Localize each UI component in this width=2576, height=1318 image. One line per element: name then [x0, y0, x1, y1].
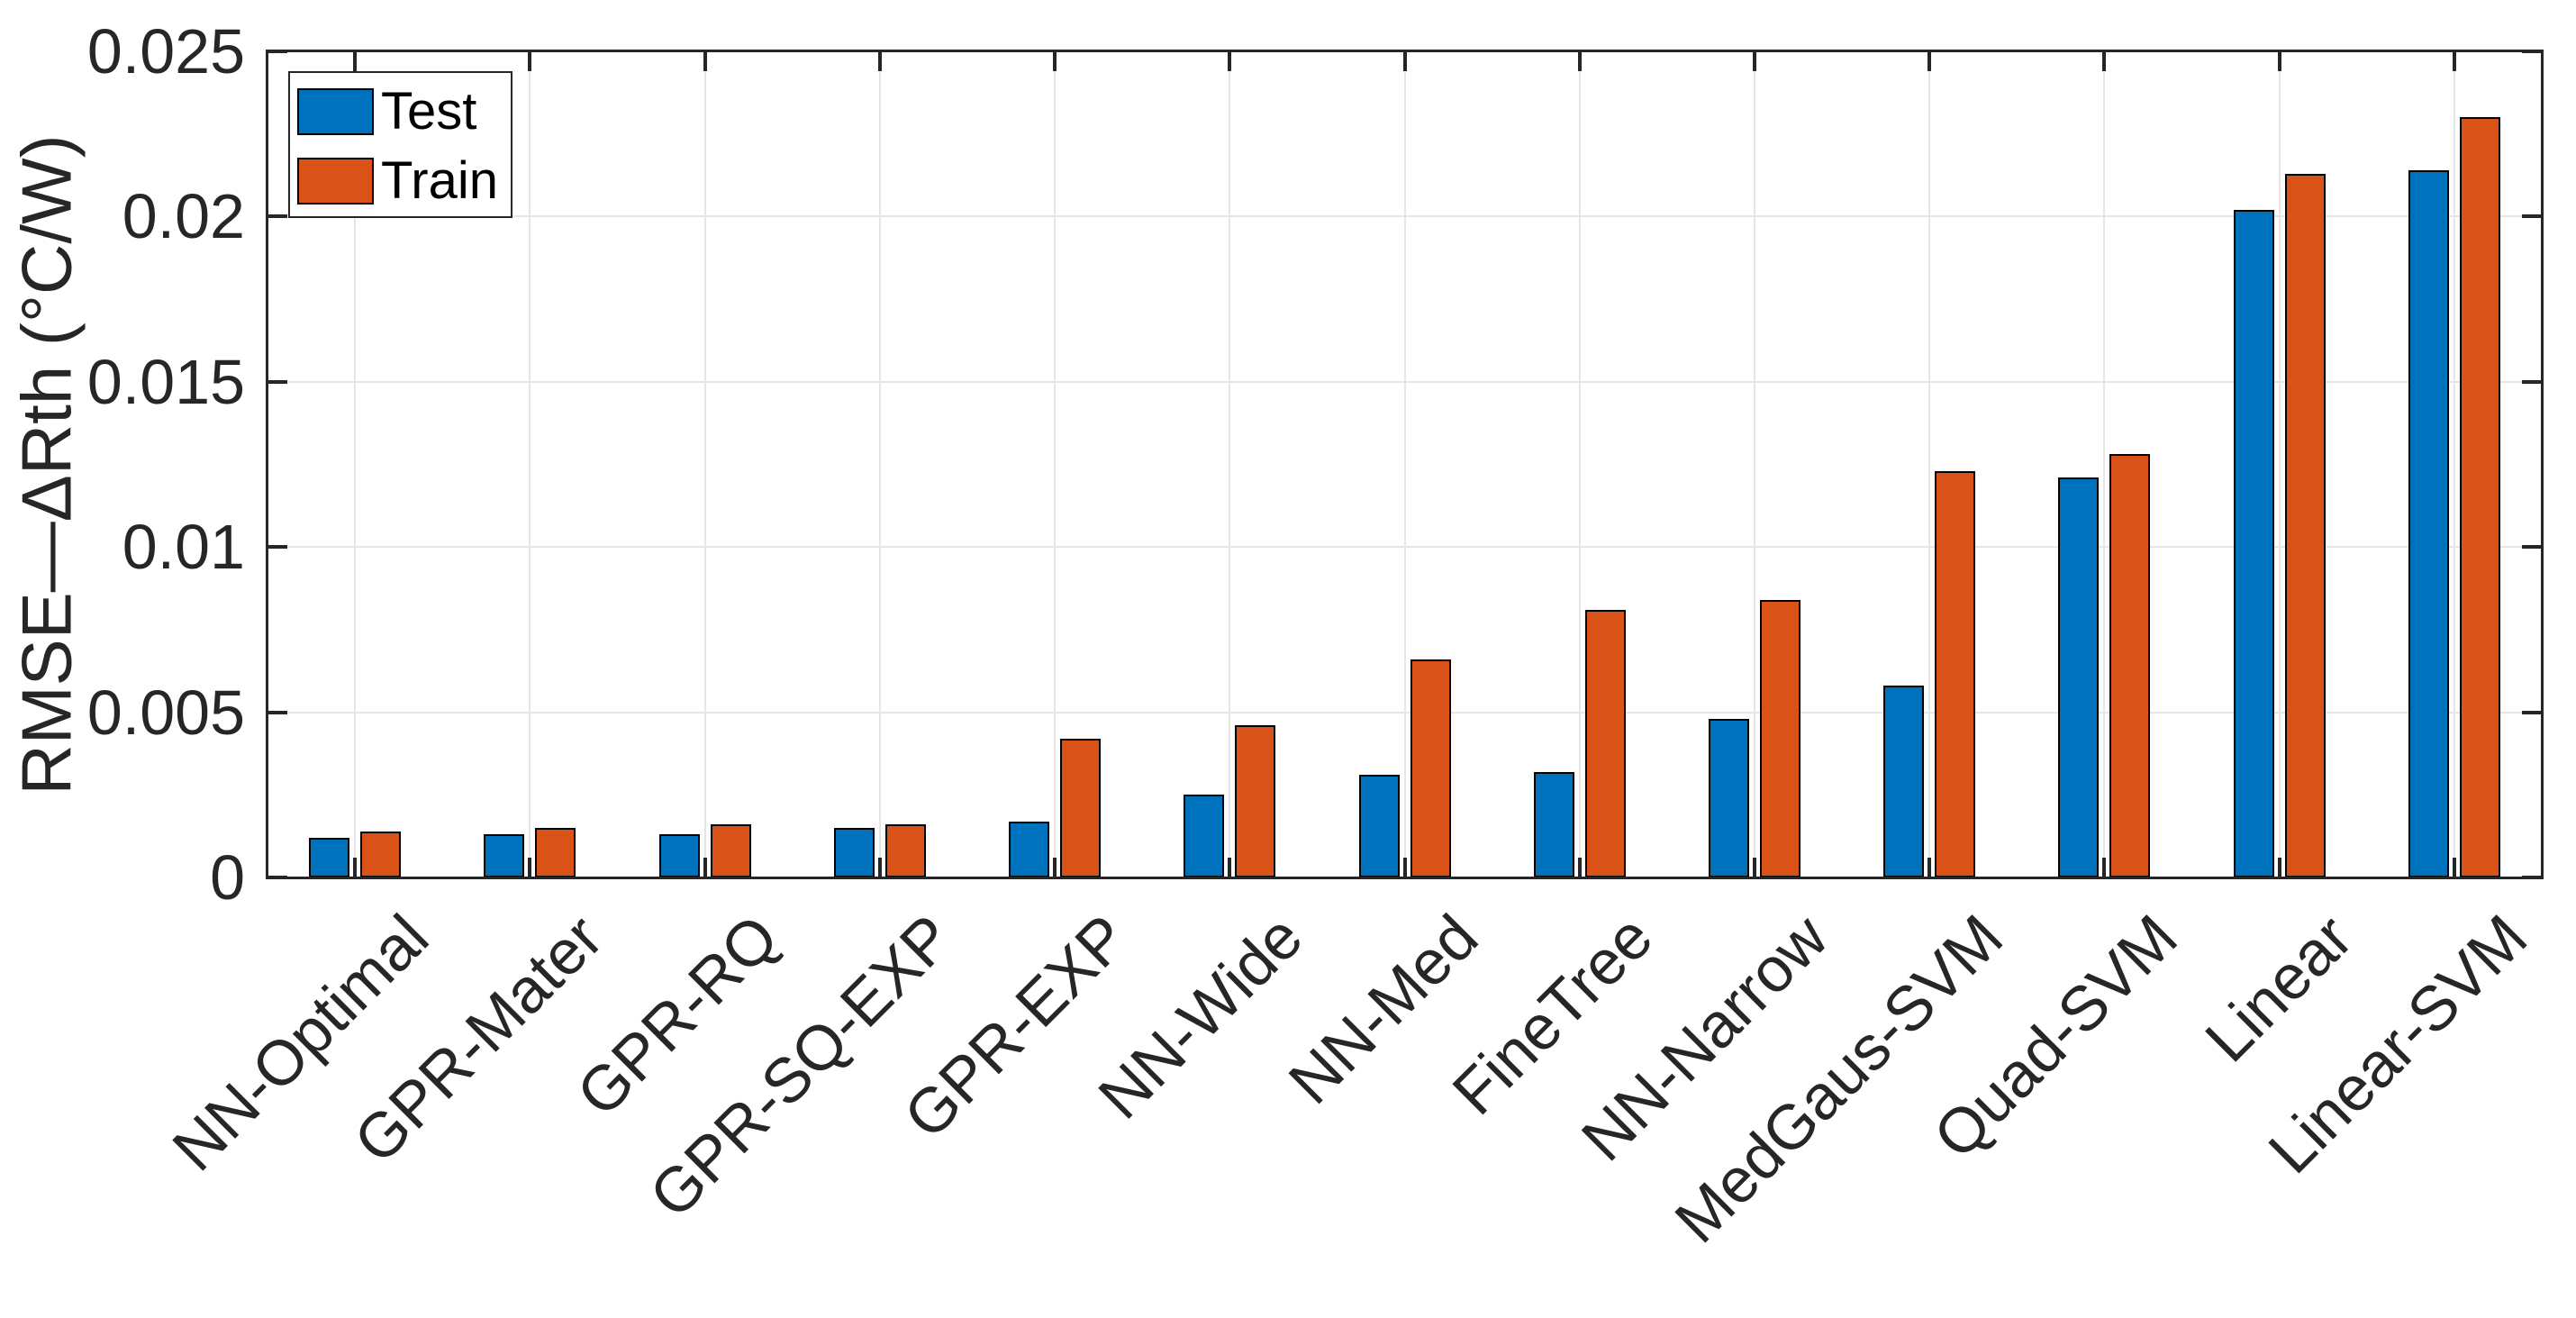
- x-tick-label: Linear: [2191, 901, 2366, 1076]
- legend-swatch-train: [297, 158, 374, 205]
- x-tick-bottom: [528, 858, 532, 877]
- x-tick-bottom: [877, 858, 882, 877]
- x-tick-bottom: [2277, 858, 2281, 877]
- v-gridline: [2278, 51, 2281, 877]
- v-gridline: [2453, 51, 2455, 877]
- v-gridline: [1928, 51, 1931, 877]
- x-tick-top: [2102, 51, 2107, 71]
- bar-train-GPR-Mater: [535, 827, 576, 877]
- x-tick-bottom: [1927, 858, 1932, 877]
- bar-test-MedGaus-SVM: [1883, 686, 1925, 877]
- x-tick-label: GPR-SQ-EXP: [636, 901, 966, 1232]
- x-tick-label: MedGaus-SVM: [1661, 901, 2016, 1257]
- v-gridline: [1403, 51, 1406, 877]
- x-tick-top: [353, 51, 358, 71]
- x-tick-top: [2277, 51, 2281, 71]
- x-tick-bottom: [353, 858, 358, 877]
- v-gridline: [1578, 51, 1581, 877]
- x-tick-top: [1402, 51, 1407, 71]
- x-tick-top: [1228, 51, 1232, 71]
- v-gridline: [878, 51, 881, 877]
- y-tick-left: [268, 379, 287, 384]
- x-tick-top: [1927, 51, 1932, 71]
- bar-test-GPR-EXP: [1009, 821, 1050, 877]
- v-gridline: [1054, 51, 1057, 877]
- v-gridline: [1753, 51, 1755, 877]
- x-tick-bottom: [2452, 858, 2456, 877]
- x-tick-top: [1053, 51, 1057, 71]
- bar-test-Linear: [2233, 210, 2274, 877]
- x-tick-bottom: [1752, 858, 1756, 877]
- bar-test-NN-Narrow: [1708, 718, 1749, 877]
- bar-train-NN-Narrow: [1759, 599, 1800, 877]
- x-tick-bottom: [1053, 858, 1057, 877]
- v-gridline: [1229, 51, 1231, 877]
- y-tick-right: [2522, 710, 2542, 714]
- y-tick-left: [268, 710, 287, 714]
- x-tick-top: [877, 51, 882, 71]
- legend-swatch-test: [297, 88, 374, 135]
- y-tick-right: [2522, 214, 2542, 219]
- bar-train-Linear-SVM: [2459, 117, 2500, 877]
- bar-train-GPR-SQ-EXP: [884, 824, 926, 877]
- bar-train-FineTree: [1584, 609, 1626, 877]
- x-tick-top: [528, 51, 532, 71]
- bar-test-NN-Med: [1358, 775, 1400, 877]
- y-tick-label: 0: [210, 842, 245, 913]
- bar-train-MedGaus-SVM: [1935, 470, 1976, 877]
- x-tick-bottom: [703, 858, 707, 877]
- bar-test-NN-Optimal: [309, 837, 350, 877]
- legend: Test Train: [288, 71, 512, 218]
- x-tick-top: [1577, 51, 1582, 71]
- y-tick-label: 0.015: [86, 346, 245, 417]
- x-tick-bottom: [2102, 858, 2107, 877]
- x-tick-bottom: [1577, 858, 1582, 877]
- y-tick-label: 0.01: [122, 512, 245, 583]
- legend-label-test: Test: [381, 82, 477, 141]
- bar-test-GPR-Mater: [484, 834, 525, 877]
- v-gridline: [354, 51, 357, 877]
- bar-test-Quad-SVM: [2058, 477, 2100, 877]
- bar-train-NN-Med: [1410, 659, 1451, 877]
- y-tick-right: [2522, 876, 2542, 879]
- y-tick-label: 0.005: [86, 677, 245, 748]
- x-tick-top: [1752, 51, 1756, 71]
- y-axis-label: RMSE—ΔRth (°C/W): [6, 133, 86, 795]
- bar-train-NN-Optimal: [360, 831, 402, 877]
- bar-test-GPR-SQ-EXP: [833, 827, 875, 877]
- y-tick-right: [2522, 50, 2542, 53]
- v-gridline: [703, 51, 706, 877]
- y-tick-label: 0.02: [122, 181, 245, 252]
- x-tick-bottom: [1402, 858, 1407, 877]
- y-tick-right: [2522, 545, 2542, 550]
- bar-train-Quad-SVM: [2109, 454, 2151, 877]
- bar-test-FineTree: [1533, 771, 1574, 877]
- bar-train-GPR-RQ: [710, 824, 751, 877]
- bar-train-GPR-EXP: [1060, 738, 1102, 877]
- v-gridline: [529, 51, 531, 877]
- y-tick-label: 0.025: [86, 16, 245, 86]
- bar-test-NN-Wide: [1184, 795, 1225, 877]
- y-tick-left: [268, 50, 287, 53]
- y-tick-right: [2522, 379, 2542, 384]
- x-tick-bottom: [1228, 858, 1232, 877]
- y-tick-left: [268, 545, 287, 550]
- v-gridline: [2103, 51, 2106, 877]
- bar-test-GPR-RQ: [658, 834, 700, 877]
- x-tick-top: [703, 51, 707, 71]
- y-tick-left: [268, 876, 287, 879]
- x-tick-top: [2452, 51, 2456, 71]
- bar-test-Linear-SVM: [2408, 170, 2449, 877]
- bar-train-NN-Wide: [1235, 725, 1276, 877]
- bar-train-Linear: [2284, 173, 2326, 877]
- y-tick-left: [268, 214, 287, 219]
- legend-label-train: Train: [381, 151, 498, 210]
